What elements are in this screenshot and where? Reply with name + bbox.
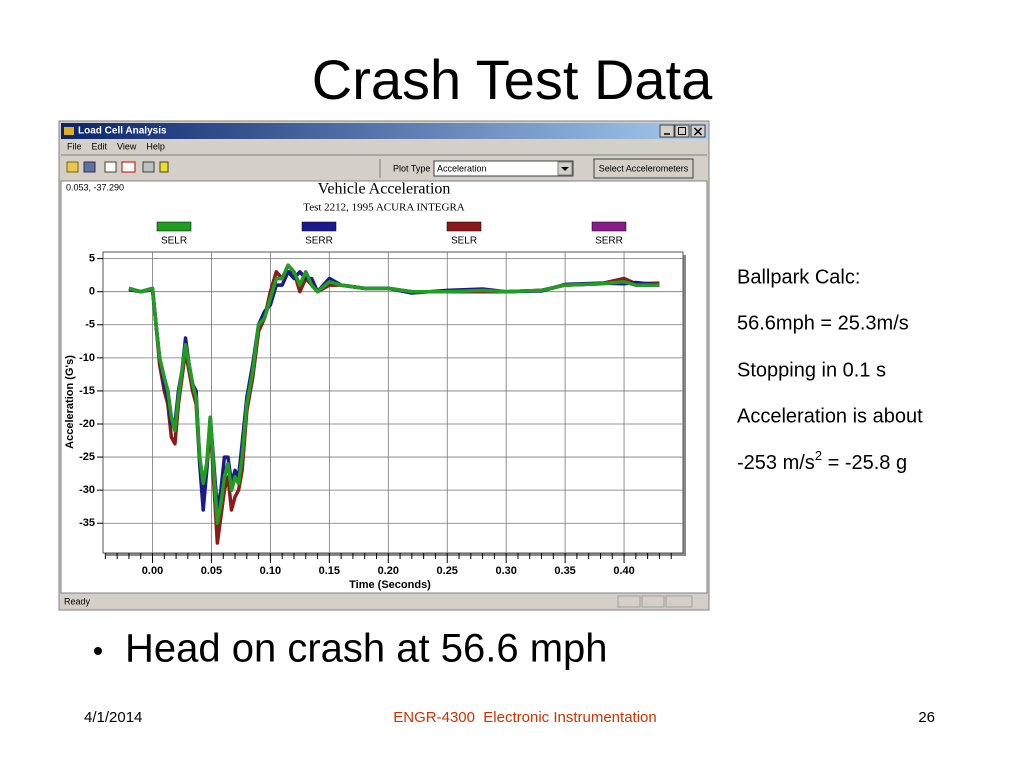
- x-tick-label: 0.30: [495, 565, 516, 577]
- y-tick-label: -30: [79, 484, 95, 496]
- chart-subtitle: Test 2212, 1995 ACURA INTEGRA: [303, 202, 465, 214]
- footer-course: ENGR-4300 Electronic Instrumentation: [393, 709, 656, 726]
- bullet-text: Head on crash at 56.6 mph: [125, 627, 608, 671]
- save-icon[interactable]: [83, 161, 96, 173]
- open-icon[interactable]: [66, 161, 79, 173]
- y-tick-label: 0: [89, 286, 95, 298]
- x-axis-label: Time (Seconds): [349, 579, 431, 591]
- menu-item[interactable]: View: [117, 141, 137, 151]
- minimize-button[interactable]: [659, 124, 675, 138]
- maximize-button[interactable]: [674, 124, 690, 138]
- plot-frame: [102, 251, 684, 554]
- note: 56.6mph = 25.3m/s: [737, 312, 909, 334]
- print-icon[interactable]: [142, 161, 155, 173]
- result-prefix: -253 m/s: [737, 452, 815, 474]
- cursor-readout: 0.053, -37.290: [66, 182, 124, 192]
- y-tick-label: -20: [79, 418, 95, 430]
- y-tick-label: 5: [89, 253, 95, 265]
- x-tick-label: 0.20: [378, 565, 399, 577]
- app-icon: [64, 127, 74, 135]
- status-bar: [61, 594, 707, 609]
- footer-date: 4/1/2014: [84, 709, 142, 726]
- window-controls[interactable]: [659, 124, 706, 138]
- menu-item[interactable]: Help: [146, 141, 165, 151]
- note: Ballpark Calc:: [737, 266, 860, 288]
- y-axis-label: Acceleration (G's): [64, 355, 76, 449]
- x-tick-label: 0.25: [437, 565, 458, 577]
- plot-type-select[interactable]: [433, 160, 574, 177]
- x-tick-label: 0.10: [260, 565, 281, 577]
- copy-icon[interactable]: [104, 161, 117, 173]
- legend-swatch: [301, 221, 337, 232]
- plot-type-value: Acceleration: [437, 163, 487, 173]
- x-tick-label: 0.40: [613, 565, 634, 577]
- notes: Ballpark Calc: 56.6mph = 25.3m/s Stoppin…: [737, 266, 923, 474]
- bullet-dot: [94, 647, 102, 655]
- legend-label: SELR: [161, 236, 187, 247]
- legend-label: SERR: [305, 236, 333, 247]
- footer-page: 26: [918, 709, 935, 726]
- chart-title: Vehicle Acceleration: [318, 181, 451, 198]
- y-tick-label: -15: [79, 385, 95, 397]
- legend-label: SELR: [451, 236, 477, 247]
- note-result: -253 m/s2 = -25.8 g: [737, 448, 907, 474]
- select-accelerometers-button[interactable]: [593, 158, 694, 179]
- menu-bar: File Edit View Help: [67, 141, 165, 151]
- db-icon[interactable]: [121, 161, 136, 173]
- x-tick-label: 0.35: [554, 565, 575, 577]
- legend-label: SERR: [595, 236, 623, 247]
- x-tick-label: 0.05: [201, 565, 222, 577]
- data-line: [128, 263, 660, 525]
- legend-swatch: [156, 221, 192, 232]
- legend-swatch: [591, 221, 627, 232]
- y-tick-label: -5: [85, 319, 95, 331]
- y-tick-label: -10: [79, 352, 95, 364]
- x-tick-label: 0.00: [142, 565, 163, 577]
- slide-title: Crash Test Data: [312, 48, 713, 111]
- chart: Vehicle Acceleration Test 2212, 1995 ACU…: [64, 181, 686, 591]
- menu-item[interactable]: Edit: [92, 141, 108, 151]
- help-icon[interactable]: [159, 161, 169, 173]
- menu-item[interactable]: File: [67, 141, 82, 151]
- title-bar: [61, 123, 707, 139]
- toolbar: Plot Type Acceleration Select Accelerome…: [66, 158, 694, 179]
- result-suffix: = -25.8 g: [822, 452, 907, 474]
- plot-type-label: Plot Type: [393, 163, 430, 173]
- y-tick-label: -25: [79, 451, 95, 463]
- legend-swatch: [446, 221, 482, 232]
- note: Stopping in 0.1 s: [737, 359, 886, 381]
- window-title: Load Cell Analysis: [78, 126, 167, 137]
- button-label: Select Accelerometers: [599, 163, 689, 173]
- status-text: Ready: [64, 596, 91, 606]
- y-tick-label: -35: [79, 517, 95, 529]
- result-superscript: 2: [815, 448, 822, 463]
- note: Acceleration is about: [737, 405, 923, 427]
- x-tick-label: 0.15: [319, 565, 340, 577]
